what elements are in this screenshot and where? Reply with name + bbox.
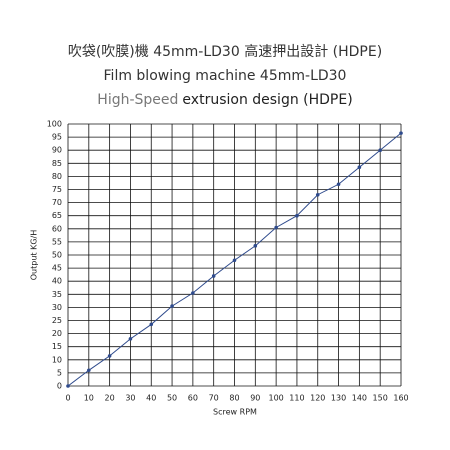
point bbox=[295, 213, 299, 218]
y-tick-label: 0 bbox=[57, 382, 62, 391]
x-tick-label: 140 bbox=[352, 394, 367, 403]
x-tick-label: 150 bbox=[373, 394, 388, 403]
point bbox=[274, 225, 278, 230]
y-tick-label: 30 bbox=[52, 303, 62, 312]
y-tick-label: 40 bbox=[52, 277, 62, 286]
x-tick-label: 70 bbox=[209, 394, 219, 403]
y-tick-label: 55 bbox=[52, 237, 62, 246]
point bbox=[211, 274, 216, 278]
x-axis-label: Screw RPM bbox=[213, 408, 257, 417]
y-tick-label: 25 bbox=[52, 316, 62, 325]
point bbox=[191, 291, 195, 295]
y-tick-label: 70 bbox=[52, 198, 62, 207]
y-tick-label: 65 bbox=[52, 211, 62, 220]
y-axis-label: Output KG/H bbox=[30, 230, 39, 281]
point bbox=[336, 182, 341, 187]
x-tick-label: 20 bbox=[105, 394, 115, 403]
y-tick-label: 95 bbox=[52, 133, 62, 142]
chart-subtitle: High-Speed extrusion design (HDPE) bbox=[97, 92, 352, 108]
point bbox=[87, 368, 91, 373]
y-tick-label: 100 bbox=[47, 120, 62, 129]
subtitle-part: High-Speed bbox=[97, 92, 178, 108]
x-tick-label: 0 bbox=[65, 394, 70, 403]
y-tick-label: 20 bbox=[52, 329, 62, 338]
y-tick-label: 10 bbox=[52, 355, 62, 364]
point bbox=[149, 322, 154, 327]
y-tick-label: 60 bbox=[52, 224, 62, 233]
y-tick-label: 85 bbox=[52, 159, 62, 168]
point bbox=[378, 148, 382, 152]
point bbox=[232, 258, 237, 263]
y-tick-label: 35 bbox=[52, 290, 62, 299]
x-tick-label: 80 bbox=[229, 394, 239, 403]
x-tick-label: 10 bbox=[84, 394, 94, 403]
x-tick-label: 120 bbox=[310, 394, 325, 403]
x-tick-label: 90 bbox=[250, 394, 260, 403]
point bbox=[357, 165, 362, 170]
chart-subtitle: Film blowing machine 45mm-LD30 bbox=[104, 68, 347, 84]
x-tick-label: 160 bbox=[393, 394, 408, 403]
point bbox=[315, 192, 320, 197]
x-tick-label: 100 bbox=[268, 394, 283, 403]
x-tick-label: 30 bbox=[125, 394, 135, 403]
y-tick-label: 15 bbox=[52, 342, 62, 351]
point bbox=[170, 304, 174, 308]
point bbox=[66, 384, 70, 388]
point bbox=[107, 354, 112, 358]
point bbox=[253, 244, 258, 248]
x-tick-label: 50 bbox=[167, 394, 177, 403]
x-tick-label: 110 bbox=[289, 394, 304, 403]
x-tick-label: 40 bbox=[146, 394, 156, 403]
y-tick-label: 50 bbox=[52, 251, 62, 260]
x-tick-label: 130 bbox=[331, 394, 346, 403]
y-tick-label: 45 bbox=[52, 264, 62, 273]
y-tick-label: 5 bbox=[57, 368, 62, 377]
chart-title: 吹袋(吹膜)機 45mm-LD30 高速押出設計 (HDPE) bbox=[68, 43, 382, 60]
y-tick-label: 80 bbox=[52, 172, 62, 181]
y-tick-label: 90 bbox=[52, 146, 62, 155]
x-tick-label: 60 bbox=[188, 394, 198, 403]
y-tick-label: 75 bbox=[52, 185, 62, 194]
point bbox=[399, 131, 403, 135]
subtitle-part: extrusion design (HDPE) bbox=[182, 92, 352, 108]
point bbox=[128, 337, 133, 341]
